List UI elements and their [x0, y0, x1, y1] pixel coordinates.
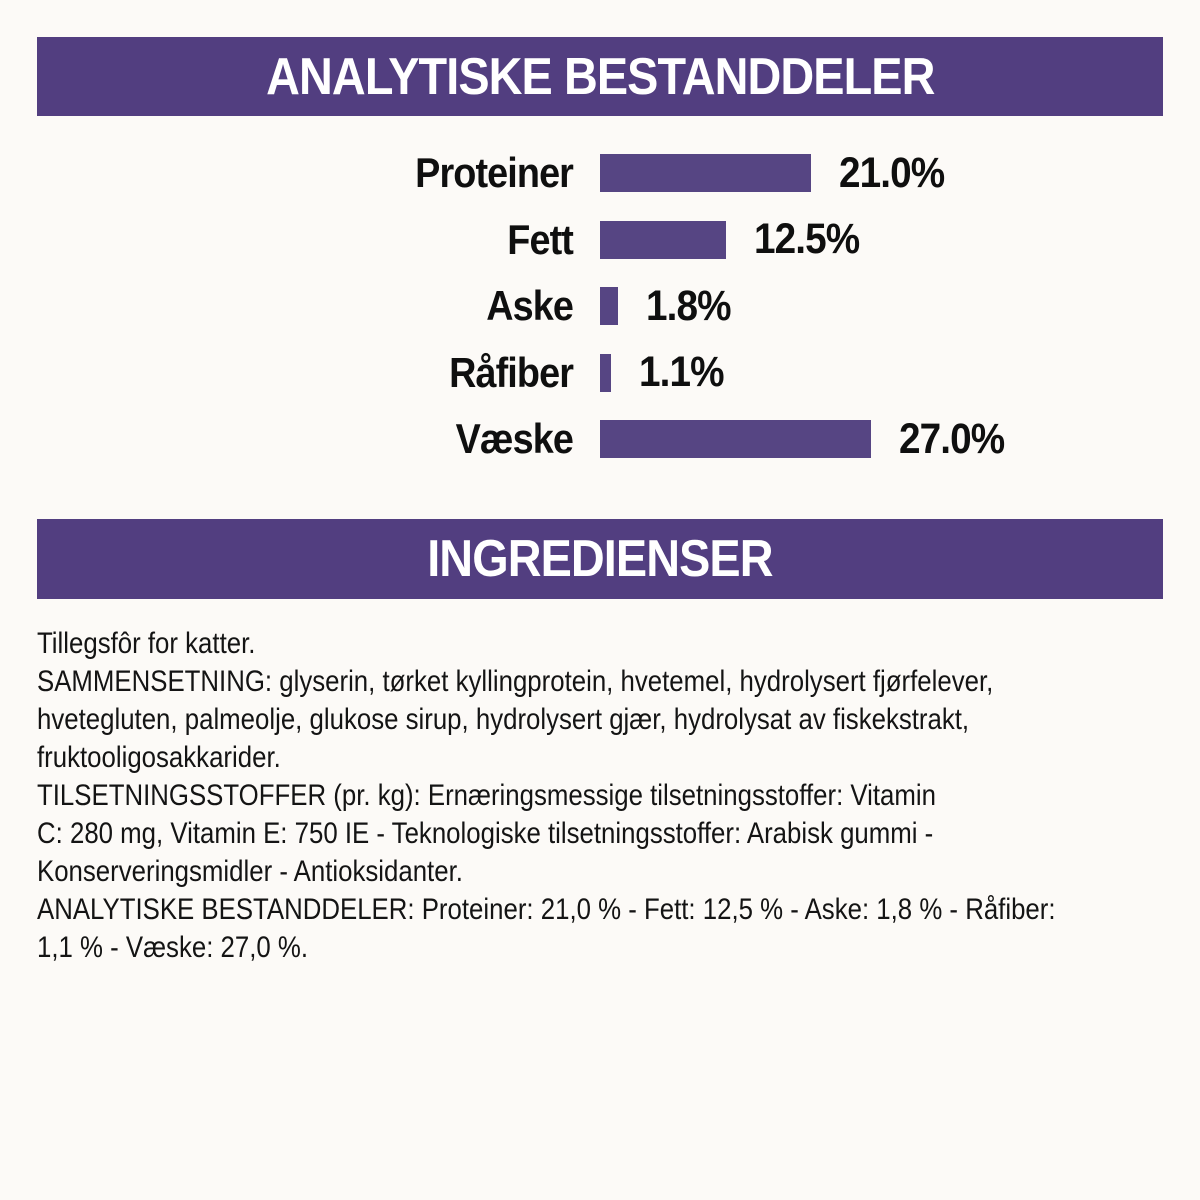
body-line: 1,1 % - Væske: 27,0 %. — [37, 931, 309, 964]
body-line: Konserveringsmidler - Antioksidanter. — [37, 855, 463, 888]
bar-fill — [600, 420, 872, 459]
chart-row-proteiner: Proteiner 21.0% — [37, 140, 1163, 207]
chart-value-label: 12.5% — [753, 215, 860, 264]
body-line: fruktooligosakkarider. — [37, 741, 281, 774]
chart-value-label: 1.1% — [639, 348, 725, 397]
analytical-section-header: ANALYTISKE BESTANDDELER — [37, 37, 1163, 116]
analytical-section-title: ANALYTISKE BESTANDDELER — [265, 47, 935, 106]
ingredients-body-text: Tillegsfôr for katter. SAMMENSETNING: gl… — [37, 625, 1163, 967]
body-line: Tillegsfôr for katter. — [37, 627, 256, 660]
ingredients-section-title: INGREDIENSER — [427, 530, 773, 588]
chart-category-label: Råfiber — [449, 348, 574, 396]
body-line: hvetegluten, palmeolje, glukose sirup, h… — [37, 703, 970, 736]
bar-fill — [600, 154, 812, 193]
body-line: ANALYTISKE BESTANDDELER: Proteiner: 21,0… — [37, 893, 1056, 926]
chart-value-label: 21.0% — [839, 148, 945, 197]
chart-category-label: Væske — [455, 415, 574, 463]
analytical-bar-chart: Proteiner 21.0% Fett 12.5% Aske 1.8% Råf… — [37, 140, 1163, 473]
body-line: C: 280 mg, Vitamin E: 750 IE - Teknologi… — [37, 817, 934, 850]
chart-value-label: 27.0% — [899, 414, 1005, 463]
ingredients-section-header: INGREDIENSER — [37, 519, 1163, 599]
chart-row-rafiber: Råfiber 1.1% — [37, 340, 1163, 407]
chart-category-label: Aske — [486, 282, 574, 330]
bar-fill — [600, 220, 726, 259]
chart-value-label: 1.8% — [646, 281, 732, 330]
bar-fill — [600, 353, 612, 392]
chart-category-label: Fett — [507, 215, 574, 263]
body-line: TILSETNINGSSTOFFER (pr. kg): Ernæringsme… — [37, 779, 936, 812]
chart-row-fett: Fett 12.5% — [37, 207, 1163, 274]
chart-row-vaeske: Væske 27.0% — [37, 406, 1163, 473]
body-line: SAMMENSETNING: glyserin, tørket kyllingp… — [37, 665, 994, 698]
chart-row-aske: Aske 1.8% — [37, 273, 1163, 340]
chart-category-label: Proteiner — [415, 149, 574, 197]
bar-fill — [600, 287, 619, 326]
